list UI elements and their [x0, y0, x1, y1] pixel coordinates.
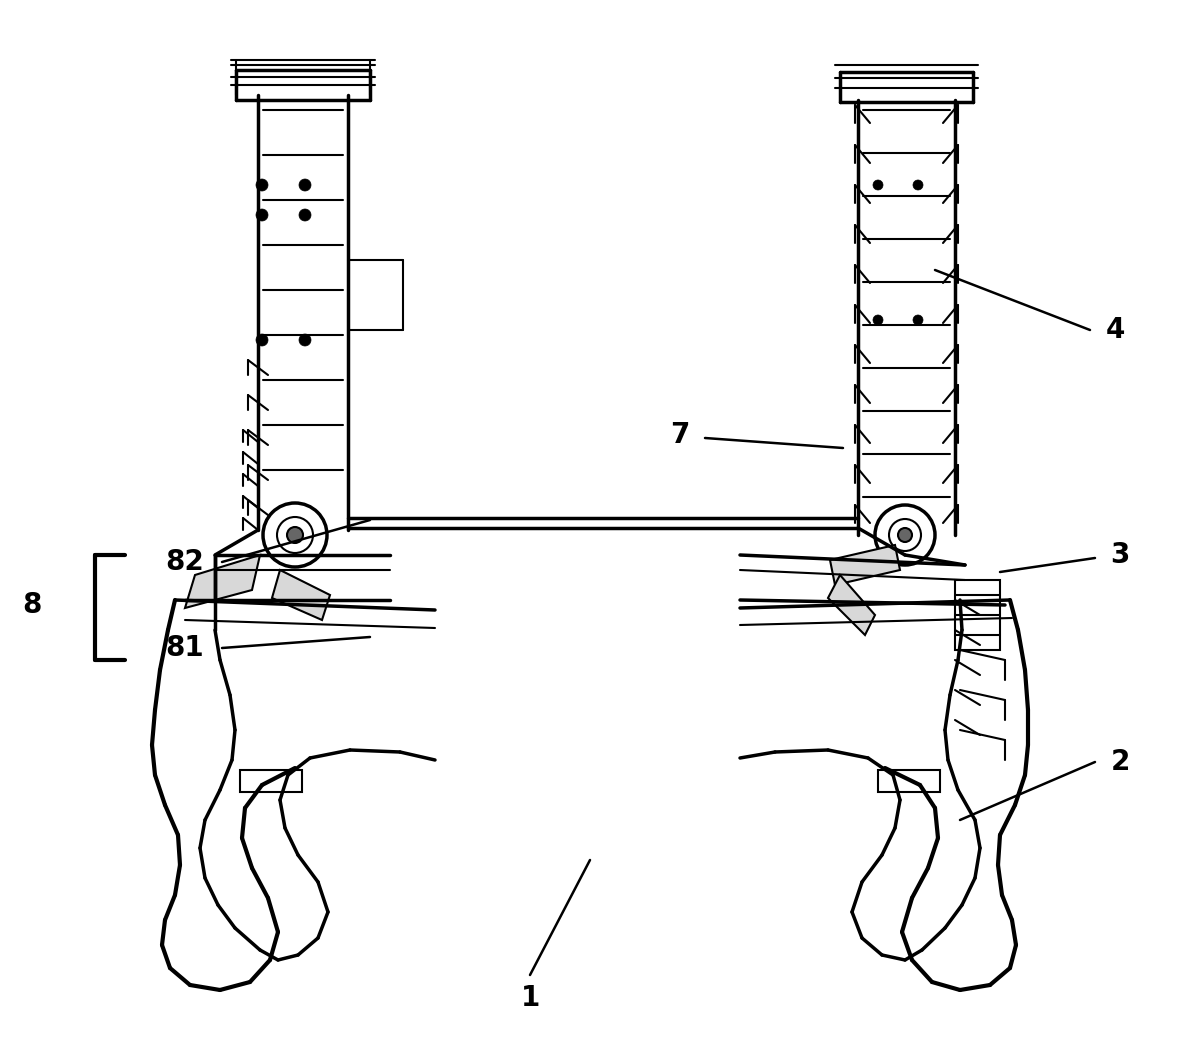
Text: 7: 7 [670, 421, 690, 449]
Polygon shape [828, 575, 875, 635]
Circle shape [913, 315, 923, 325]
Text: 2: 2 [1110, 748, 1129, 776]
Text: 82: 82 [165, 548, 205, 576]
Circle shape [299, 334, 311, 346]
Text: 8: 8 [23, 591, 42, 619]
Text: 4: 4 [1106, 316, 1125, 345]
Bar [878, 770, 940, 792]
Circle shape [873, 180, 883, 190]
Bar [240, 770, 302, 792]
Polygon shape [184, 555, 259, 608]
Circle shape [256, 179, 268, 191]
Circle shape [913, 180, 923, 190]
Circle shape [299, 179, 311, 191]
Circle shape [287, 527, 303, 543]
Circle shape [256, 334, 268, 346]
Circle shape [873, 315, 883, 325]
Circle shape [898, 528, 912, 542]
Polygon shape [273, 570, 330, 620]
Polygon shape [829, 545, 900, 585]
Text: 1: 1 [520, 984, 539, 1012]
Circle shape [299, 209, 311, 221]
Text: 81: 81 [165, 634, 205, 662]
Circle shape [256, 209, 268, 221]
Bar [956, 580, 1000, 650]
Text: 3: 3 [1110, 541, 1129, 569]
